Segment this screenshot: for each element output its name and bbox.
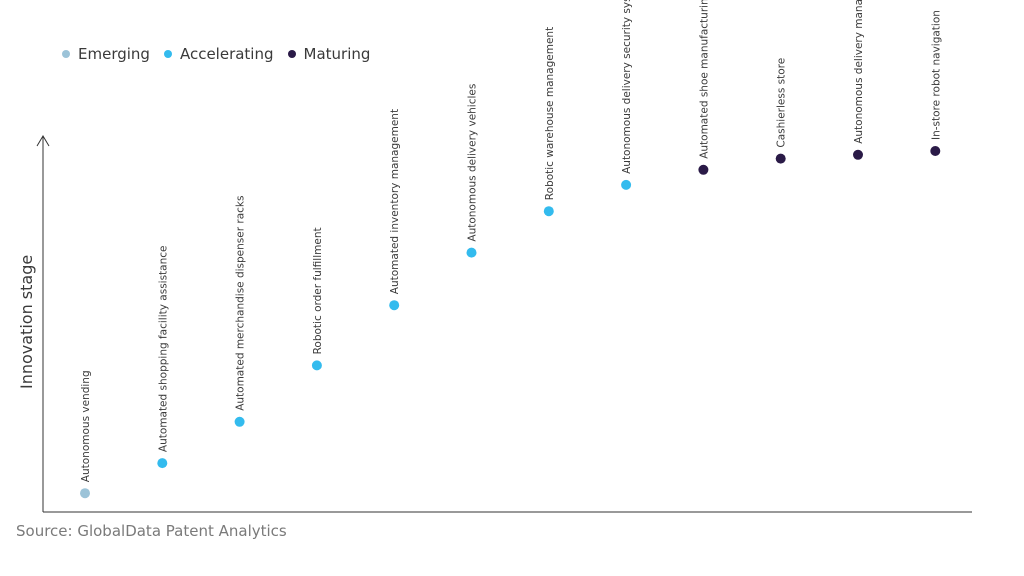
- point-10: [775, 153, 786, 164]
- point-12: [930, 146, 941, 156]
- point-6: [466, 247, 477, 258]
- point-label-2: Automated shopping facility assistance: [157, 245, 169, 452]
- point-label-4: Robotic order fulfillment: [312, 227, 324, 354]
- legend-label-accelerating: Accelerating: [179, 45, 274, 63]
- y-axis-label: Innovation stage: [17, 255, 36, 389]
- legend: Emerging Accelerating Maturing: [62, 45, 370, 63]
- point-2: [157, 458, 168, 469]
- point-label-10: Cashierless store: [776, 58, 788, 148]
- point-9: [698, 164, 709, 175]
- point-label-11: Autonomous delivery management: [853, 0, 865, 144]
- point-5: [389, 300, 400, 311]
- point-label-3: Automated merchandise dispenser racks: [235, 196, 247, 411]
- source-note: Source: GlobalData Patent Analytics: [16, 522, 287, 540]
- point-4: [311, 360, 322, 371]
- legend-item-accelerating: Accelerating: [163, 45, 274, 63]
- legend-item-emerging: Emerging: [62, 45, 150, 63]
- legend-item-maturing: Maturing: [287, 45, 371, 63]
- legend-dot-maturing: [287, 50, 296, 58]
- point-label-8: Autonomous delivery security systems: [621, 0, 633, 174]
- point-label-1: Autonomous vending: [80, 370, 92, 482]
- legend-label-emerging: Emerging: [78, 45, 150, 63]
- legend-label-maturing: Maturing: [303, 45, 371, 63]
- point-label-6: Autonomous delivery vehicles: [467, 84, 479, 242]
- point-label-7: Robotic warehouse management: [544, 27, 556, 200]
- point-3: [234, 416, 245, 427]
- legend-dot-accelerating: [163, 50, 172, 58]
- point-label-5: Automated inventory management: [389, 109, 401, 294]
- point-11: [853, 149, 863, 160]
- points-layer: Autonomous vending Automated shopping fac…: [80, 0, 942, 499]
- point-8: [621, 179, 632, 190]
- point-7: [543, 206, 554, 217]
- legend-dot-emerging: [62, 50, 70, 58]
- point-label-9: Automated shoe manufacturing: [698, 0, 710, 159]
- point-label-12: In-store robot navigation: [930, 10, 942, 140]
- y-axis-arrow: [36, 135, 50, 147]
- point-1: [80, 488, 90, 499]
